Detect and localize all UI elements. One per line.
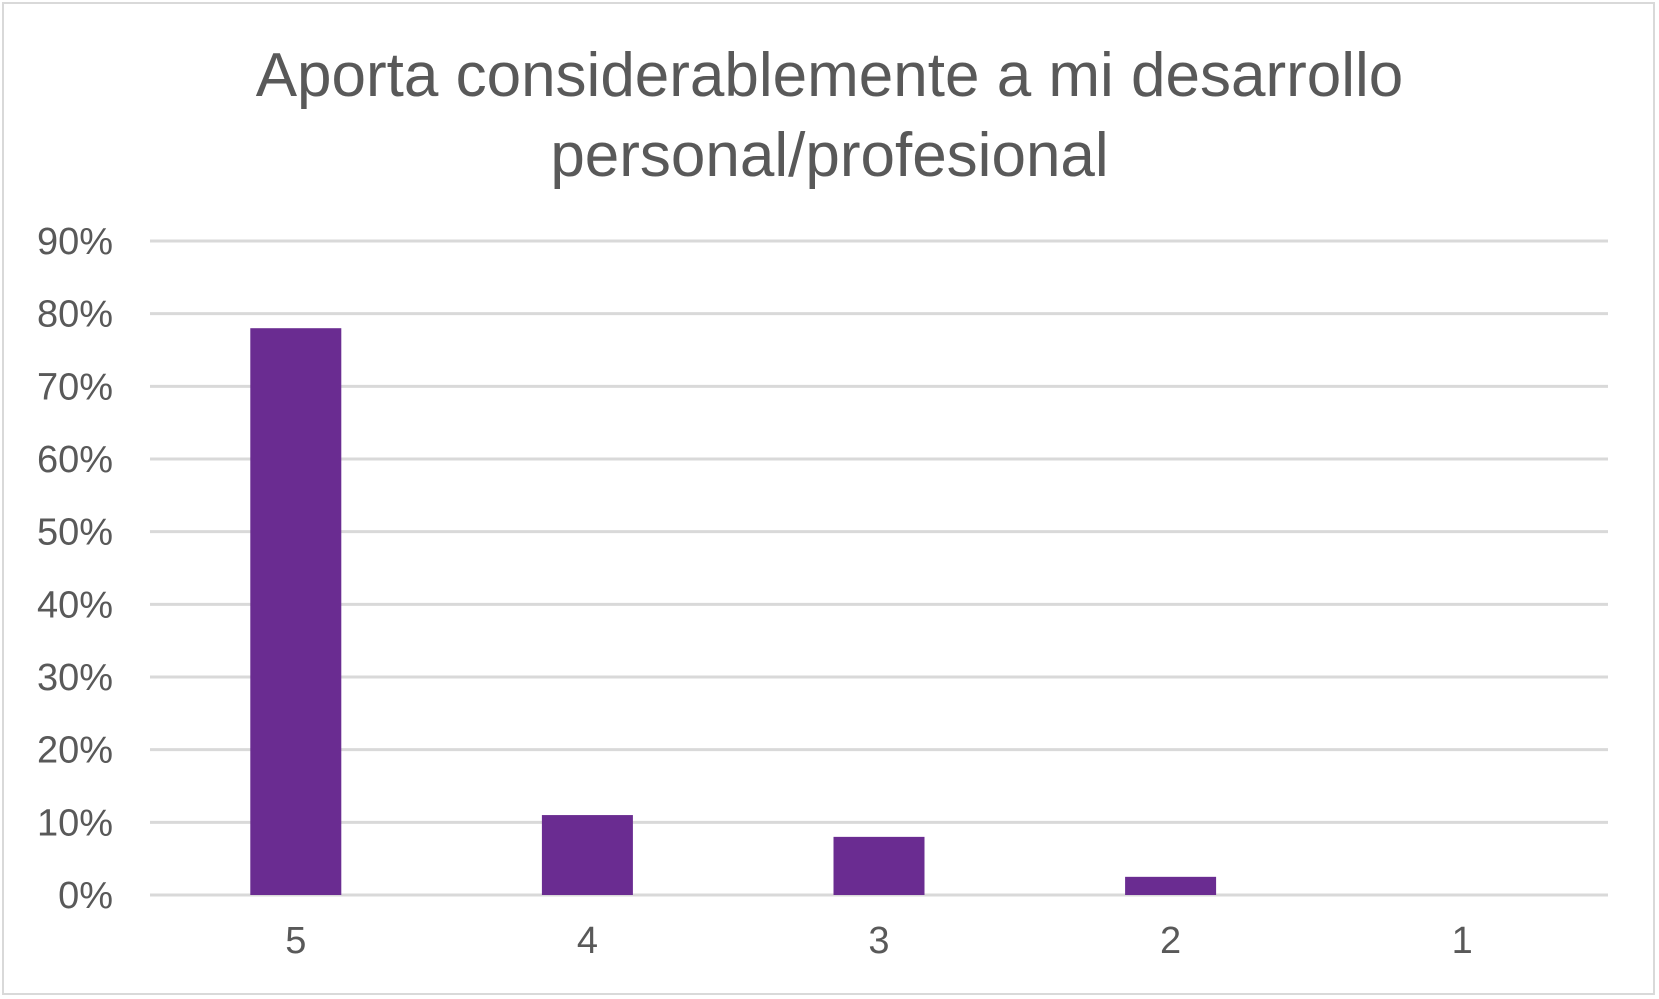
y-tick-label: 60%: [37, 439, 113, 481]
y-tick-label: 70%: [37, 366, 113, 408]
x-axis-tick-labels: 5 4 3 2 1: [285, 920, 1473, 962]
bar-3: [833, 836, 925, 895]
y-tick-label: 20%: [37, 730, 113, 772]
x-tick-label-3: 3: [868, 920, 889, 962]
x-tick-label-5: 5: [285, 920, 306, 962]
y-tick-label: 50%: [37, 512, 113, 554]
chart-title-line-1: Aporta considerablemente a mi desarrollo: [255, 41, 1404, 110]
gridlines: [150, 239, 1608, 897]
bars: [250, 328, 1217, 895]
chart-title: Aporta considerablemente a mi desarrollo…: [0, 36, 1659, 196]
bar-5: [250, 328, 342, 895]
chart-title-line-2: personal/profesional: [550, 121, 1109, 190]
bar-4: [541, 815, 633, 895]
y-tick-label: 80%: [37, 294, 113, 336]
x-tick-label-1: 1: [1452, 920, 1473, 962]
y-tick-label: 90%: [37, 221, 113, 263]
x-tick-label-4: 4: [577, 920, 598, 962]
y-tick-label: 40%: [37, 584, 113, 626]
x-tick-label-2: 2: [1160, 920, 1181, 962]
y-tick-label: 10%: [37, 802, 113, 844]
bar-2: [1125, 876, 1217, 895]
y-tick-label: 0%: [58, 875, 113, 917]
y-tick-label: 30%: [37, 657, 113, 699]
y-axis-tick-labels: 0% 10% 20% 30% 40% 50% 60% 70% 80% 90%: [37, 221, 113, 917]
